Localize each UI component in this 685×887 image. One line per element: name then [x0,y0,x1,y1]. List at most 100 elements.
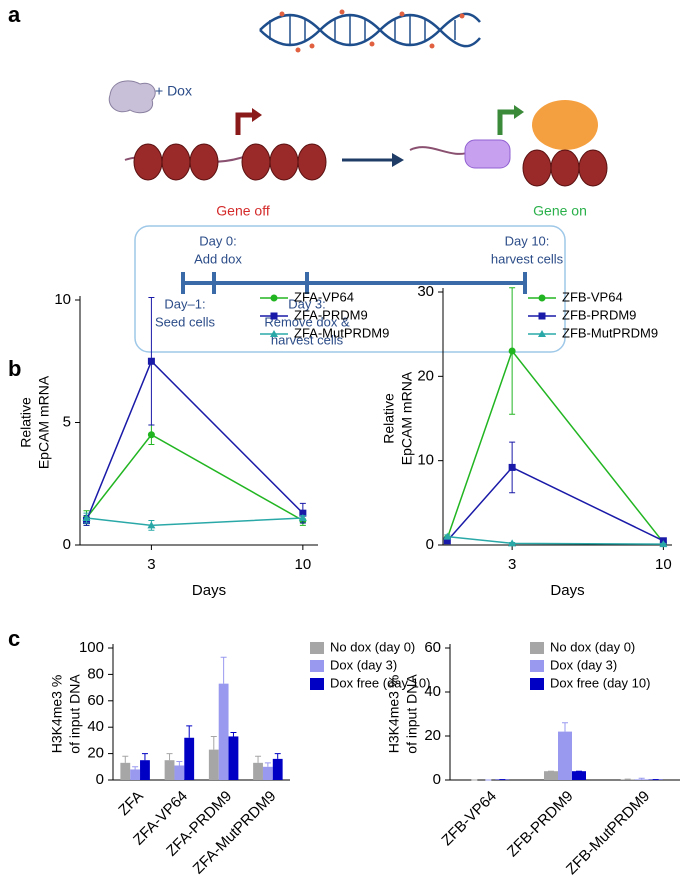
legend-label: Dox (day 3) [330,657,397,672]
x-axis-label: Days [550,582,584,599]
timeline-label: Remove dox & [264,314,350,329]
legend-swatch [530,660,544,672]
marker [508,347,516,355]
panel-label: c [8,626,20,651]
error-bar [264,762,271,767]
bar [558,731,572,780]
legend-label: ZFB-PRDM9 [562,307,636,322]
bar [634,779,649,780]
timeline-label: harvest cells [271,332,344,347]
legend-swatch [310,660,324,672]
legend-label: ZFB-MutPRDM9 [562,325,658,340]
y-tick-label: 40 [87,718,104,735]
x-tick-label: 10 [655,556,672,573]
y-tick-label: 30 [417,283,434,300]
bar [140,760,150,780]
timeline-label: Seed cells [155,314,215,329]
y-tick-label: 20 [87,745,104,762]
legend-marker [270,312,278,320]
error-bar [210,735,217,750]
bar [174,765,185,780]
series-line [86,517,303,527]
dna-helix [259,9,481,53]
error-bar [176,761,183,766]
transition-arrow [392,153,404,167]
x-axis-label: Days [192,582,226,599]
series-line [446,349,664,543]
bar [164,760,175,780]
legend-label: Dox free (day 10) [550,675,650,690]
x-tick-label: 3 [147,556,155,573]
bar [218,683,229,780]
x-tick-label: ZFB-PRDM9 [504,788,577,861]
error-bar [274,753,281,759]
legend-label: No dox (day 0) [550,639,635,654]
error-bar [141,753,148,761]
legend-swatch [530,678,544,690]
error-bar [186,725,193,738]
y-tick-label: 20 [417,367,434,384]
marker [659,540,668,548]
error-bar [230,731,237,737]
y-axis-label: of input DNA [67,674,83,754]
legend-swatch [530,642,544,654]
bar [572,771,586,780]
legend-marker [538,312,546,320]
timeline [181,272,527,294]
marker [82,514,91,522]
x-tick-label: ZFB-VP64 [438,788,500,850]
marker [443,537,451,545]
y-tick-label: 5 [63,413,71,430]
marker [147,357,155,365]
promoter-arrow [235,112,255,135]
y-tick-label: 20 [424,727,441,744]
y-tick-label: 60 [424,639,441,656]
marker [298,514,307,522]
promoter-arrow [497,109,517,135]
y-axis-label: Relative [18,397,34,448]
marker [508,539,517,547]
y-tick-label: 0 [63,536,71,553]
bar [208,749,219,780]
panel-label: b [8,356,21,381]
timeline-label: Day 3: [288,296,326,311]
series-line [446,466,664,542]
marker [443,532,452,540]
error-bar [255,755,262,763]
legend-marker [270,294,278,302]
bar [262,766,273,780]
timeline-label: Add dox [194,251,242,266]
y-axis-label: EpCAM mRNA [36,375,52,469]
legend-label: ZFA-PRDM9 [294,307,368,322]
bar [228,736,239,780]
bar [544,771,558,780]
marker [299,509,307,517]
legend-swatch [310,678,324,690]
timeline-label: harvest cells [491,251,564,266]
bar [184,737,195,780]
gene-on-label: Gene on [533,203,587,219]
bar [120,762,131,780]
series-line [85,433,304,522]
y-tick-label: 40 [424,683,441,700]
error-bar [122,755,129,763]
x-tick-label: 10 [295,556,312,573]
legend-label: ZFA-MutPRDM9 [294,325,389,340]
legend-label: ZFB-VP64 [562,289,623,304]
y-tick-label: 0 [433,771,441,788]
bar [253,762,263,780]
y-axis-label: H3K4me3 % [386,675,402,754]
nucleosomes-on [409,100,608,187]
error-bar [220,656,227,684]
y-axis-label: Relative [381,393,397,444]
marker [147,431,155,439]
y-tick-label: 10 [417,452,434,469]
timeline-label: Day 10: [505,233,550,248]
promoter-arrow [514,105,524,119]
y-tick-label: 60 [87,692,104,709]
legend-marker [538,330,546,337]
panel-label: a [8,2,21,27]
y-tick-label: 0 [96,771,104,788]
